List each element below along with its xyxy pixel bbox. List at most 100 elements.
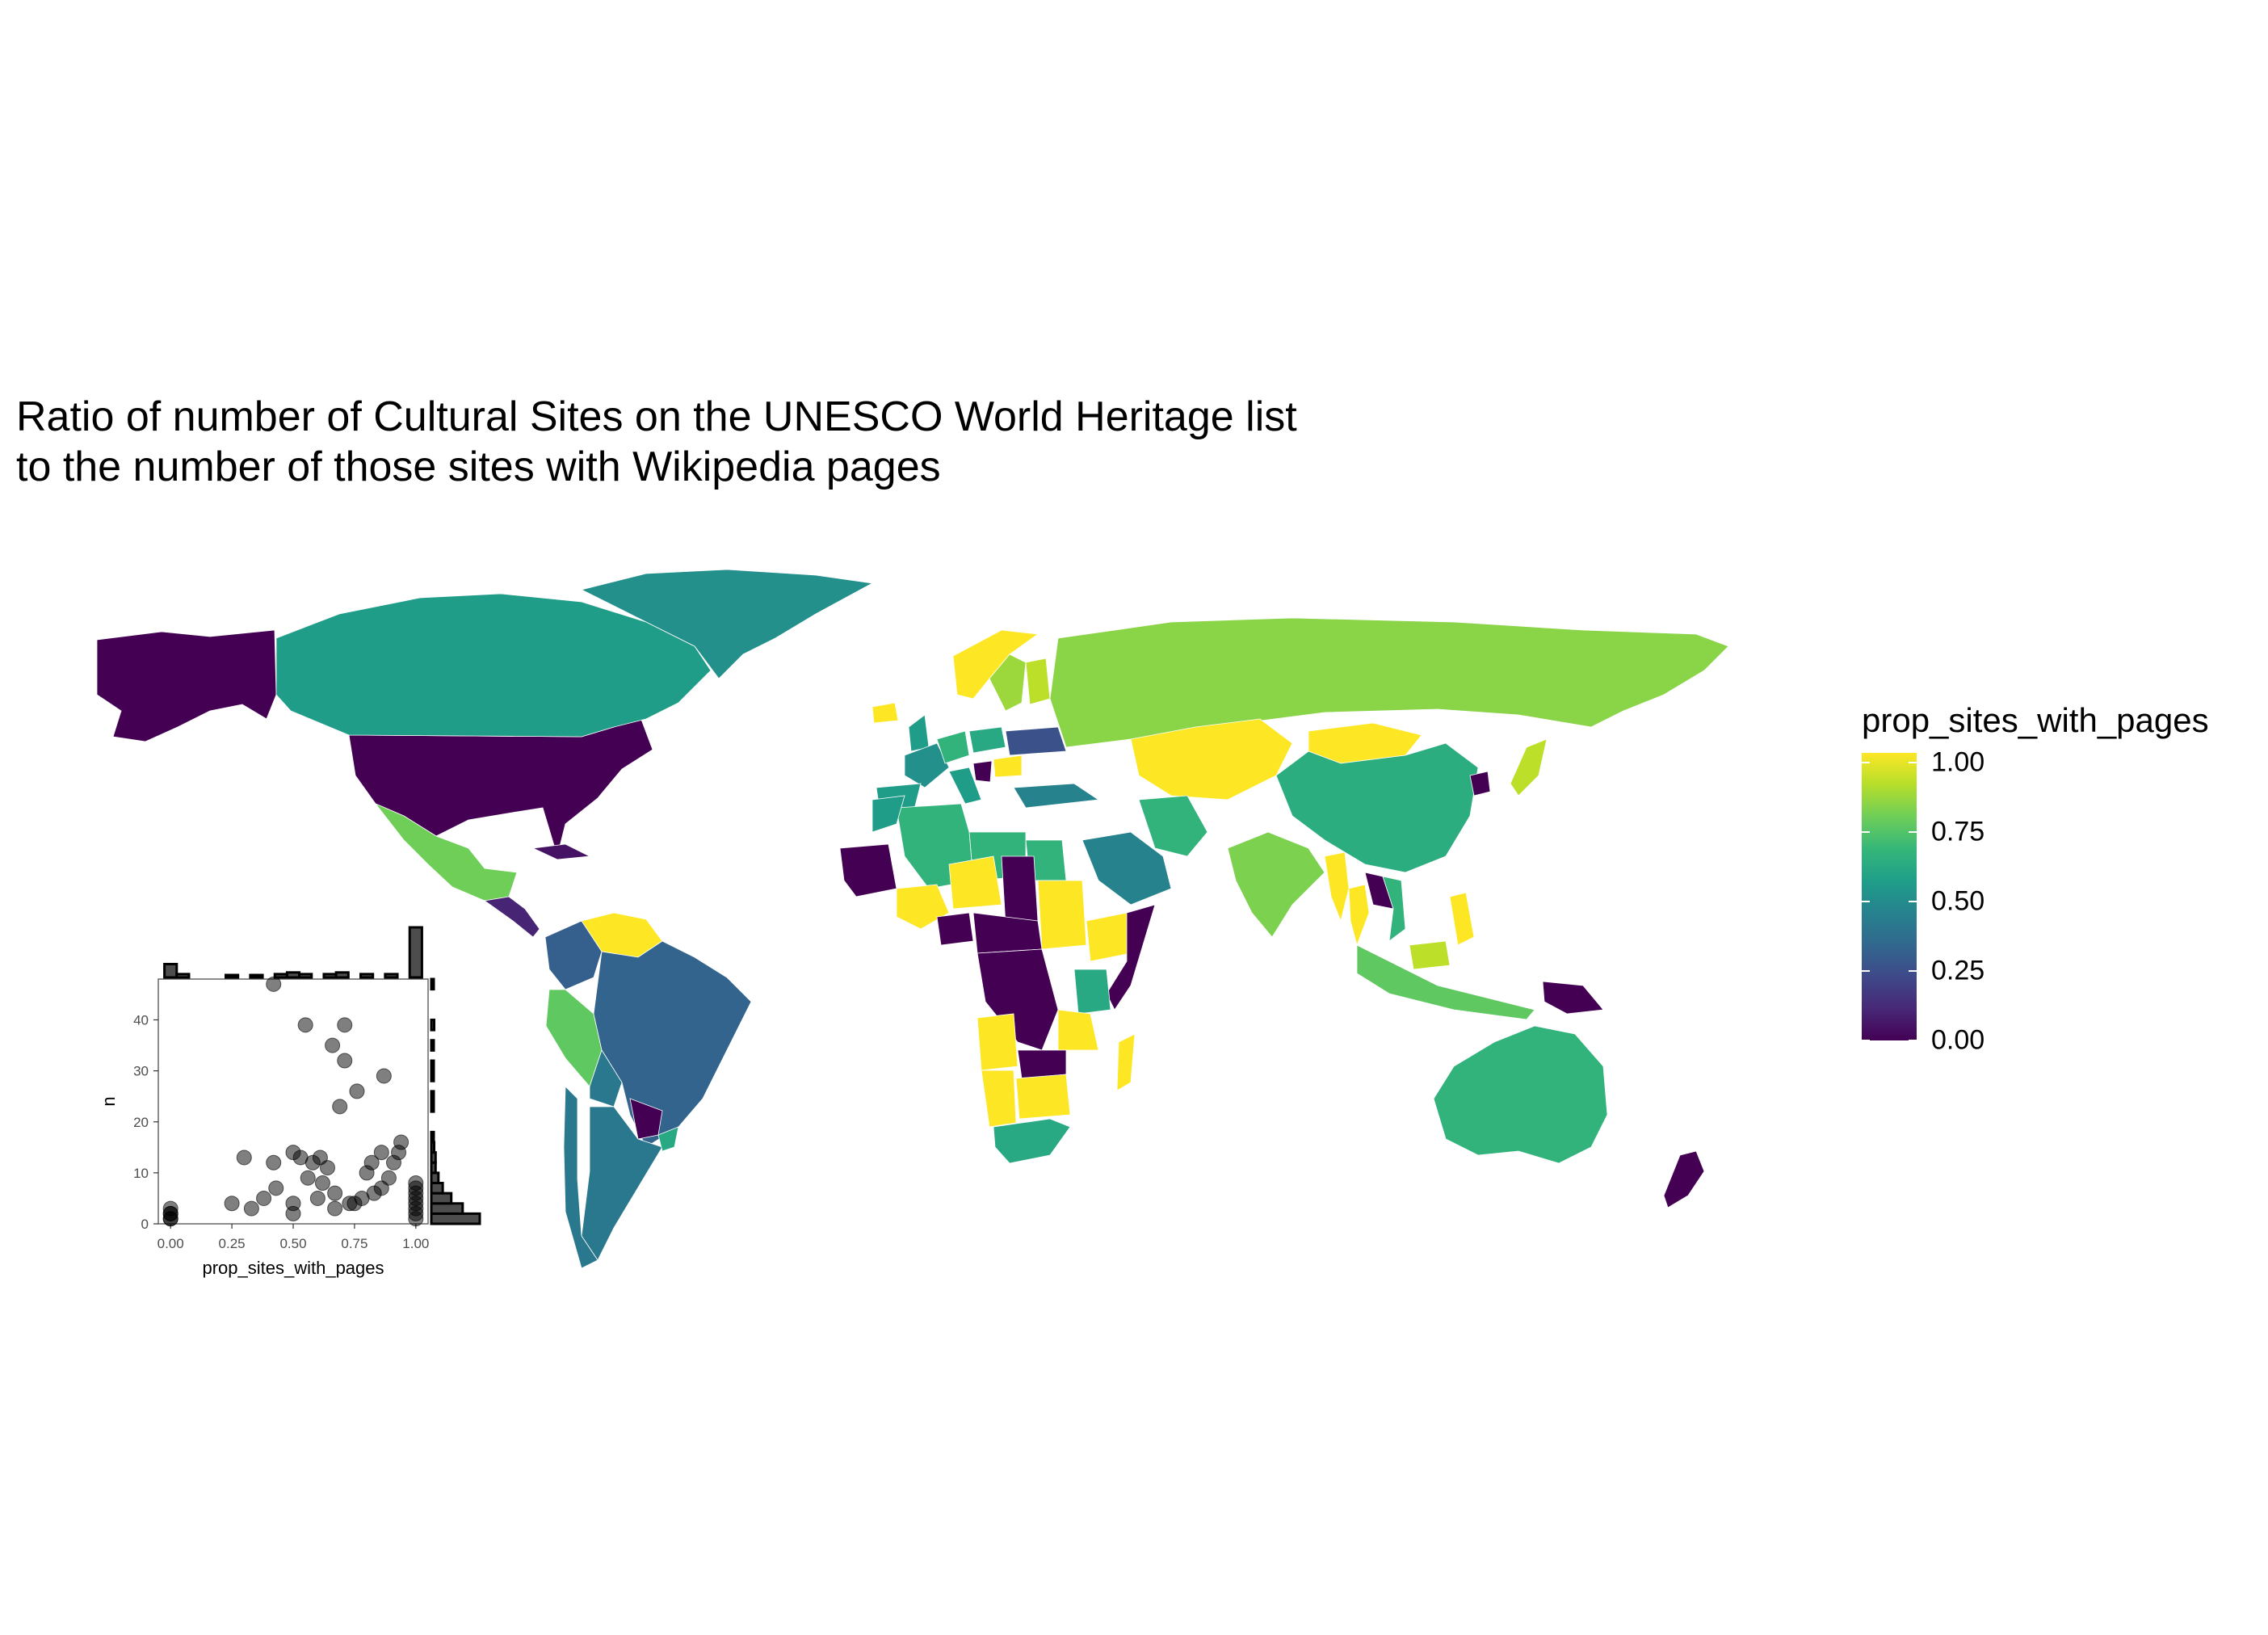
right-histogram-bar: [430, 1090, 435, 1103]
region-papua-new-guinea: [1542, 981, 1604, 1015]
region-italy: [948, 767, 982, 805]
region-new-zealand: [1663, 1150, 1705, 1208]
region-sudan: [1037, 880, 1087, 950]
region-turkey: [1013, 783, 1100, 809]
region-north-korea: [1469, 771, 1491, 796]
top-histogram-bar: [322, 973, 338, 979]
legend-colorbar: [1862, 753, 1917, 1040]
region-south-africa: [993, 1118, 1071, 1164]
color-legend: prop_sites_with_pages 1.00 0.75 0.50 0.2…: [1862, 701, 2249, 1057]
right-histogram-bar: [430, 1202, 464, 1215]
scatter-point: [327, 1185, 343, 1201]
region-australia: [1433, 1025, 1608, 1164]
region-colombia: [544, 920, 603, 990]
top-histogram-bar: [334, 971, 350, 979]
scatter-point: [320, 1160, 336, 1176]
region-germany: [936, 730, 970, 764]
region-mauritania: [839, 843, 897, 897]
scatter-point: [236, 1150, 252, 1166]
region-alaska-usa: [96, 629, 277, 742]
region-vietnam: [1382, 876, 1406, 942]
region-serbia: [972, 760, 993, 783]
region-mexico: [375, 803, 518, 902]
region-angola: [976, 1013, 1018, 1071]
region-canada: [275, 593, 712, 738]
right-histogram-bar: [430, 1182, 444, 1195]
region-morocco: [872, 795, 905, 833]
legend-label-0-50: 0.50: [1931, 885, 1985, 917]
scatter-point: [363, 1154, 380, 1171]
scatter-point: [373, 1145, 389, 1161]
right-histogram-bar: [430, 1019, 436, 1032]
top-histogram-bar: [359, 973, 375, 979]
scatter-point: [314, 1175, 330, 1191]
region-greenland: [580, 569, 874, 679]
x-tick-label: 0.00: [158, 1236, 184, 1251]
scatter-point: [285, 1196, 301, 1212]
x-tick-label: 0.75: [341, 1236, 368, 1251]
top-histogram-bar: [249, 973, 264, 979]
right-histogram-bar: [430, 1141, 436, 1154]
y-tick-label: 0: [141, 1217, 149, 1232]
region-uruguay: [657, 1126, 679, 1152]
scatter-point: [393, 1134, 410, 1150]
y-tick-label: 40: [133, 1013, 149, 1028]
scatter-point: [266, 1154, 282, 1171]
top-histogram-bar: [163, 962, 178, 979]
right-histogram-bar: [430, 1161, 437, 1175]
region-sweden: [989, 654, 1027, 712]
region-china: [1275, 742, 1479, 873]
scatter-point: [309, 1190, 326, 1206]
region-chile: [563, 1086, 598, 1269]
region-bolivia: [589, 1049, 623, 1108]
y-tick-label: 30: [133, 1064, 149, 1079]
scatter-point: [327, 1200, 343, 1217]
scatter-point: [325, 1037, 341, 1053]
x-tick-label: 0.50: [279, 1236, 306, 1251]
top-histogram-bar: [225, 973, 240, 979]
scatter-point: [266, 976, 282, 992]
right-histogram-bar: [430, 1212, 481, 1225]
region-malaysia: [1409, 940, 1451, 970]
legend-label-0-25: 0.25: [1931, 955, 1985, 986]
region-cuba: [531, 843, 591, 860]
y-tick-label: 10: [133, 1166, 149, 1181]
region-myanmar: [1324, 851, 1350, 923]
region-saudi-arabia: [1082, 831, 1172, 906]
top-histogram-bar: [285, 971, 301, 979]
region-kenya: [1073, 969, 1111, 1015]
scatter-point: [300, 1170, 316, 1186]
right-histogram-bar: [430, 1171, 440, 1184]
region-france: [904, 742, 950, 788]
region-thailand: [1348, 884, 1370, 947]
scatter-point: [256, 1190, 272, 1206]
region-madagascar: [1116, 1033, 1136, 1091]
scatter-point: [224, 1196, 240, 1212]
region-india: [1227, 831, 1325, 938]
scatter-point: [268, 1180, 284, 1196]
region-mali: [896, 884, 950, 930]
region-niger: [948, 855, 1002, 910]
top-histogram-bar: [384, 973, 399, 979]
right-histogram-bar: [430, 977, 435, 991]
region-iran: [1138, 795, 1208, 857]
top-histogram-bar: [273, 973, 288, 979]
x-tick-label: 1.00: [402, 1236, 429, 1251]
inset-x-axis-label: prop_sites_with_pages: [202, 1258, 384, 1278]
region-poland: [968, 726, 1006, 754]
region-japan: [1510, 738, 1548, 796]
y-tick-label: 20: [133, 1115, 149, 1130]
region-central-america: [483, 896, 540, 938]
legend-label-0-00: 0.00: [1931, 1024, 1985, 1056]
scatter-point: [337, 1017, 353, 1033]
right-histogram-bar: [430, 1100, 435, 1113]
title-line-2: to the number of those sites with Wikipe…: [16, 443, 941, 490]
right-histogram-bar: [430, 1151, 437, 1164]
region-iceland: [872, 702, 899, 724]
scatter-point: [243, 1200, 259, 1217]
legend-title: prop_sites_with_pages: [1862, 701, 2209, 739]
scatter-point: [349, 1083, 365, 1099]
scatter-point: [162, 1205, 178, 1221]
